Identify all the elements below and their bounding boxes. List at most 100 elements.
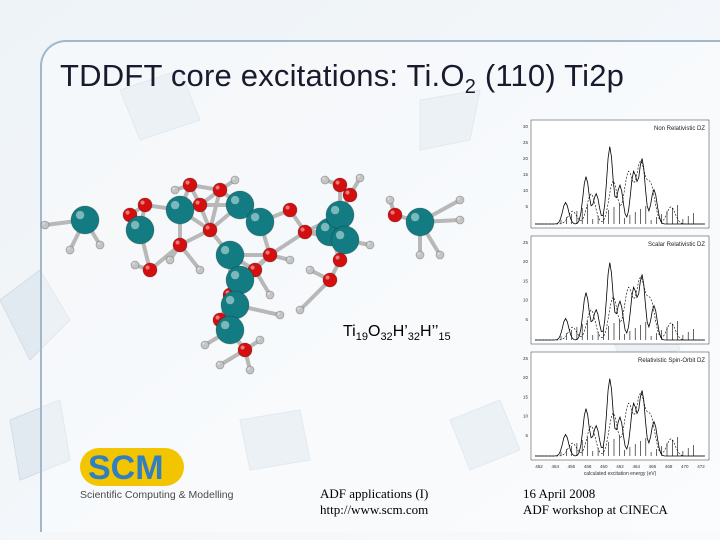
hydrogen-atom (285, 255, 295, 265)
oxygen-atom-highlight (215, 185, 220, 190)
titanium-atom-highlight (220, 245, 230, 255)
titanium-atom-highlight (320, 222, 330, 232)
oxygen-atom-highlight (240, 345, 245, 350)
hydrogen-atom-highlight (417, 252, 420, 255)
oxygen-atom-highlight (325, 275, 330, 280)
scm-logo: SCM (80, 448, 184, 487)
spectrum-y-tick: 5 (525, 317, 528, 322)
oxygen-atom-highlight (300, 227, 305, 232)
oxygen-atom (172, 237, 188, 253)
oxygen-atom-highlight (195, 200, 200, 205)
formula-symbol: H’ (392, 323, 408, 340)
hydrogen-atom (355, 173, 365, 183)
spectrum-y-tick: 30 (523, 124, 529, 129)
footer-website-link[interactable]: http://www.scm.com (320, 502, 429, 517)
titanium-atom (220, 290, 250, 320)
titanium-atom (215, 315, 245, 345)
spectrum-y-tick: 15 (523, 394, 529, 399)
hydrogen-atom-highlight (297, 307, 300, 310)
spectrum-x-tick: 462 (616, 464, 624, 469)
hydrogen-atom (40, 220, 50, 230)
titanium-atom-highlight (220, 320, 230, 330)
formula-subscript: 15 (438, 331, 451, 344)
titanium-atom-highlight (230, 270, 240, 280)
tio2-cluster-model-image (40, 173, 465, 375)
titanium-atom (405, 207, 435, 237)
spectrum-x-tick: 472 (697, 464, 705, 469)
titanium-atom-highlight (230, 195, 240, 205)
spectrum-x-tick: 456 (568, 464, 576, 469)
oxygen-atom (237, 342, 253, 358)
oxygen-atom (322, 272, 338, 288)
hydrogen-atom (195, 265, 205, 275)
ti2p-spectra-image: Non Relativistic DZ 30 25 20 15 10 5 Scalar Rel… (523, 119, 710, 477)
cluster-formula-label: Ti19O32H’32H’’15 (343, 323, 451, 343)
spectrum-y-tick: 5 (525, 204, 528, 209)
hydrogen-atom-highlight (357, 175, 360, 178)
hydrogen-atom (415, 250, 425, 260)
hydrogen-atom-highlight (132, 262, 135, 265)
hydrogen-atom-highlight (172, 187, 175, 190)
titanium-atom (245, 207, 275, 237)
titanium-atom (125, 215, 155, 245)
hydrogen-atom (305, 265, 315, 275)
spectrum-y-tick: 25 (523, 356, 529, 361)
hydrogen-atom-highlight (97, 242, 100, 245)
oxygen-atom-highlight (285, 205, 290, 210)
titanium-atom-highlight (130, 220, 140, 230)
spectrum-y-tick: 20 (523, 156, 529, 161)
titanium-atom-highlight (170, 200, 180, 210)
formula-symbol: H’’ (420, 323, 439, 340)
spectrum-x-tick: 466 (649, 464, 657, 469)
oxygen-atom (282, 202, 298, 218)
hydrogen-atom (265, 290, 275, 300)
footer-right: 16 April 2008 ADF workshop at CINECA (523, 486, 668, 518)
oxygen-atom-highlight (140, 200, 145, 205)
oxygen-atom-highlight (335, 180, 340, 185)
hydrogen-atom (95, 240, 105, 250)
oxygen-atom-highlight (335, 255, 340, 260)
hydrogen-atom (455, 215, 465, 225)
hydrogen-atom-highlight (267, 292, 270, 295)
spectrum-x-tick: 468 (665, 464, 673, 469)
hydrogen-atom (230, 175, 240, 185)
spectrum-panel-frame (530, 235, 710, 345)
footer-date: 16 April 2008 (523, 486, 596, 501)
hydrogen-atom-highlight (247, 367, 250, 370)
hydrogen-atom-highlight (437, 252, 440, 255)
hydrogen-atom-highlight (287, 257, 290, 260)
hydrogen-atom (365, 240, 375, 250)
formula-subscript: 32 (380, 331, 393, 344)
oxygen-atom-highlight (175, 240, 180, 245)
hydrogen-atom-highlight (387, 197, 390, 200)
oxygen-atom (342, 187, 358, 203)
hydrogen-atom (275, 310, 285, 320)
oxygen-atom-highlight (265, 250, 270, 255)
formula-subscript: 32 (407, 331, 421, 344)
hydrogen-atom (255, 335, 265, 345)
titanium-atom-highlight (75, 210, 85, 220)
oxygen-atom-highlight (145, 265, 150, 270)
spectrum-solid-curve (535, 378, 705, 457)
titanium-atom (70, 205, 100, 235)
hydrogen-atom-highlight (197, 267, 200, 270)
oxygen-atom (387, 207, 403, 223)
spectrum-y-tick: 15 (523, 172, 529, 177)
hydrogen-atom (130, 260, 140, 270)
spectrum-x-tick: 470 (681, 464, 689, 469)
spectrum-panel-label: Relativistic Spin-Orbit DZ (638, 358, 705, 364)
spectrum-y-tick: 25 (523, 140, 529, 145)
hydrogen-atom (435, 250, 445, 260)
oxygen-atom (202, 222, 218, 238)
oxygen-atom (332, 252, 348, 268)
hydrogen-atom (455, 195, 465, 205)
oxygen-atom-highlight (345, 190, 350, 195)
oxygen-atom (182, 177, 198, 193)
titanium-atom-highlight (335, 230, 345, 240)
hydrogen-atom-highlight (367, 242, 370, 245)
oxygen-atom (212, 182, 228, 198)
hydrogen-atom (320, 175, 330, 185)
hydrogen-atom (165, 255, 175, 265)
footer-course-title: ADF applications (I) (320, 486, 429, 501)
